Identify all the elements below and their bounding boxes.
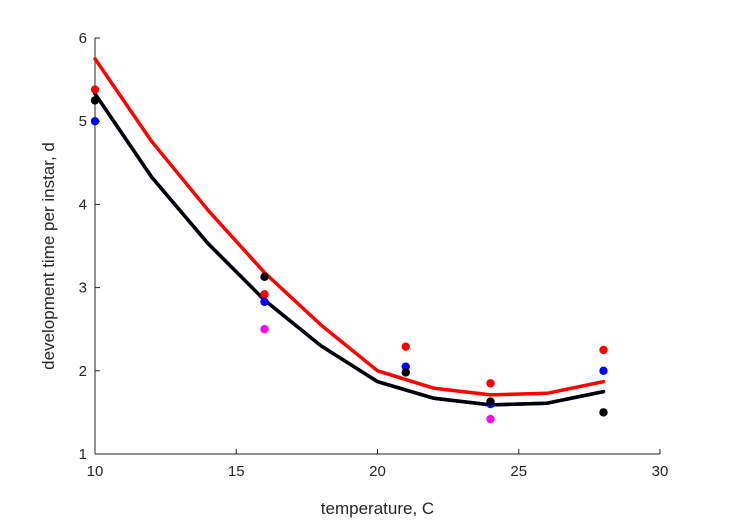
x-tick-label: 10	[87, 463, 104, 480]
data-point-3-2	[401, 368, 410, 377]
y-tick-label: 3	[79, 280, 87, 297]
data-point-3-4	[599, 408, 608, 417]
x-tick-label: 20	[369, 463, 386, 480]
x-tick-label: 15	[228, 463, 245, 480]
fit-lines	[93, 57, 606, 407]
x-tick-label: 25	[510, 463, 527, 480]
data-point-3-3	[486, 397, 495, 406]
data-point-0-3	[486, 379, 495, 388]
data-points	[90, 85, 608, 424]
y-tick-label: 2	[79, 363, 87, 380]
x-tick-label: 30	[652, 463, 669, 480]
data-point-3-1	[260, 272, 269, 281]
ticks: 10 15 20 25 30 1 2 3 4 5 6	[79, 30, 669, 480]
axes	[94, 38, 660, 455]
y-tick-label: 5	[79, 113, 87, 130]
y-tick-label: 6	[79, 30, 87, 47]
data-point-2-1	[486, 414, 495, 424]
data-point-1-2	[401, 362, 410, 371]
y-tick-label: 4	[79, 196, 87, 213]
data-point-3-0	[90, 96, 100, 105]
data-point-1-4	[599, 366, 608, 375]
y-axis-label: development time per instar, d	[39, 142, 58, 370]
data-point-0-0	[90, 85, 100, 94]
data-point-0-2	[401, 342, 410, 351]
y-tick-label: 1	[79, 446, 87, 463]
data-point-2-0	[260, 325, 269, 334]
x-axis-label: temperature, C	[321, 499, 434, 518]
fit-line-4	[93, 57, 606, 397]
data-point-0-1	[260, 290, 269, 299]
data-point-0-4	[599, 345, 608, 355]
data-point-1-1	[260, 297, 269, 306]
fit-line-6	[93, 91, 606, 407]
fit-line-5	[93, 91, 606, 407]
data-point-1-0	[90, 117, 100, 126]
